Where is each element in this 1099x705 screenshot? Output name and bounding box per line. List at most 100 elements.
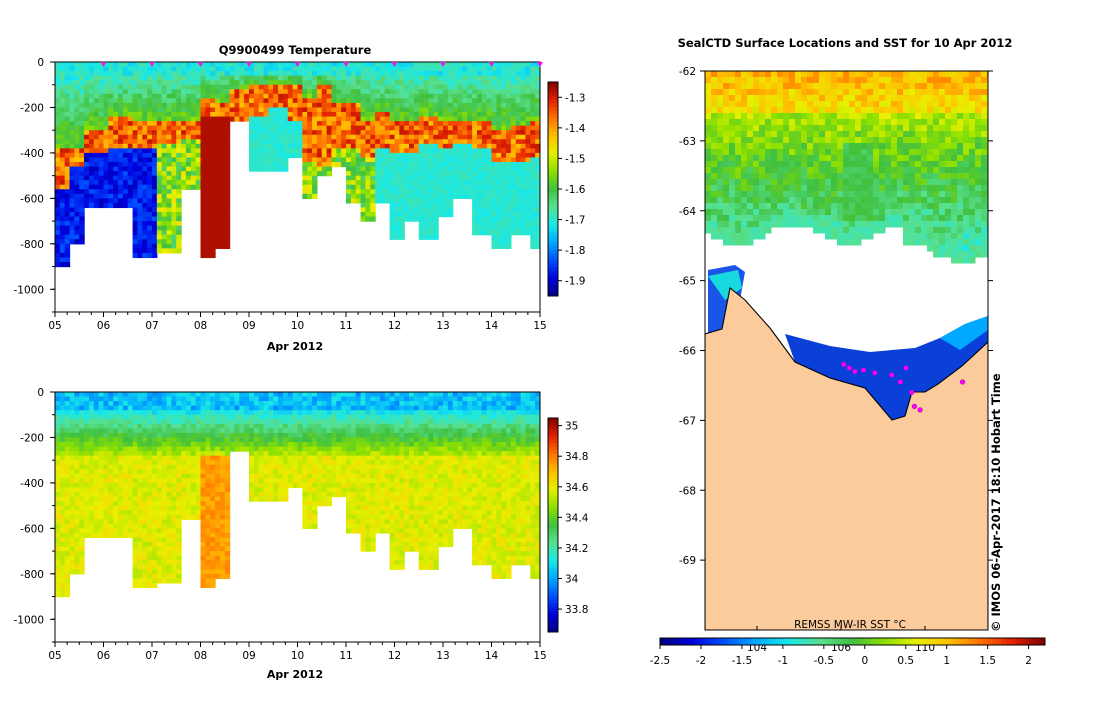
section-cell [361,62,366,67]
section-cell [55,456,60,461]
section-cell [307,144,312,149]
section-cell [424,148,429,153]
section-cell [70,239,75,244]
section-cell [264,71,269,76]
section-cell [453,130,458,135]
section-cell [186,433,191,438]
section-cell [55,212,60,217]
section-cell [147,103,152,108]
section-cell [70,162,75,167]
section-cell [137,410,142,415]
section-cell [419,94,424,99]
section-cell [128,469,133,474]
section-cell [356,185,361,190]
section-cell [99,194,104,199]
section-cell [152,551,157,556]
section-cell [123,130,128,135]
section-cell [171,98,176,103]
section-cell [171,94,176,99]
section-cell [249,117,254,122]
section-cell [55,257,60,262]
section-cell [370,117,375,122]
section-cell [395,121,400,126]
section-cell [395,144,400,149]
section-cell [331,144,336,149]
section-cell [171,112,176,117]
section-cell [84,419,89,424]
section-cell [171,424,176,429]
section-cell [331,71,336,76]
section-cell [205,235,210,240]
section-cell [540,185,545,190]
section-cell [278,157,283,162]
section-cell [152,447,157,452]
section-cell [113,135,118,140]
section-cell [307,139,312,144]
section-cell [152,428,157,433]
section-cell [205,583,210,588]
section-cell [142,556,147,561]
section-cell [307,89,312,94]
section-cell [70,153,75,158]
section-cell [162,212,167,217]
section-cell [152,547,157,552]
section-cell [157,239,162,244]
colorbar-swatch [548,275,558,279]
colorbar-swatch [548,239,558,243]
section-cell [453,121,458,126]
section-cell [278,98,283,103]
section-cell [171,89,176,94]
section-cell [414,203,419,208]
section-cell [254,130,259,135]
section-cell [205,176,210,181]
section-cell [137,428,142,433]
section-cell [99,130,104,135]
section-cell [147,392,152,397]
section-cell [322,85,327,90]
section-cell [302,144,307,149]
section-cell [152,135,157,140]
section-cell [453,62,458,67]
section-cell [55,574,60,579]
section-cell [540,230,545,235]
section-cell [492,198,497,203]
section-cell [99,397,104,402]
section-cell [123,428,128,433]
section-cell [171,189,176,194]
section-cell [65,226,70,231]
section-cell [128,144,133,149]
section-cell [395,107,400,112]
section-cell [525,117,530,122]
section-cell [79,239,84,244]
section-cell [404,89,409,94]
section-cell [443,67,448,72]
section-cell [336,85,341,90]
section-cell [201,244,206,249]
section-cell [341,67,346,72]
section-cell [215,556,220,561]
section-cell [171,478,176,483]
section-cell [79,497,84,502]
section-cell [540,148,545,153]
section-cell [137,107,142,112]
section-cell [104,71,109,76]
section-cell [171,569,176,574]
section-cell [196,112,201,117]
section-cell [55,71,60,76]
section-cell [181,126,186,131]
section-cell [424,217,429,222]
section-cell [65,71,70,76]
section-cell [365,94,370,99]
section-cell [521,162,526,167]
section-cell [230,424,235,429]
section-cell [205,85,210,90]
section-cell [205,560,210,565]
section-cell [496,217,501,222]
section-cell [472,221,477,226]
section-cell [123,176,128,181]
section-cell [259,94,264,99]
section-cell [220,483,225,488]
section-cell [84,62,89,67]
section-cell [225,80,230,85]
section-cell [113,506,118,511]
